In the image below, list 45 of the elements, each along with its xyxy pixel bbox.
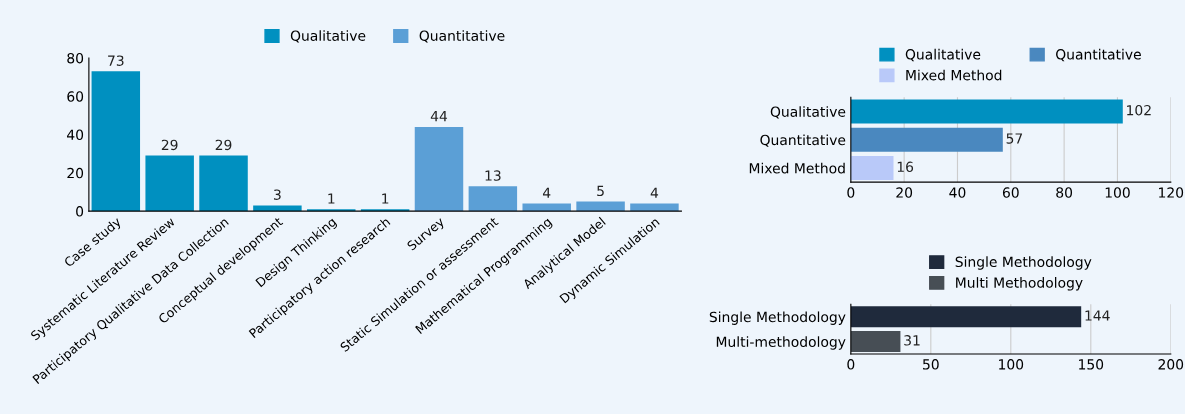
data-label: 3: [274, 189, 281, 200]
y-tick-label: Quantitative: [760, 134, 846, 147]
data-label: 4: [650, 187, 659, 198]
y-tick-label: 0: [76, 206, 84, 217]
x-tick-label: 120: [1159, 187, 1184, 198]
data-label: 73: [108, 55, 124, 66]
x-tick-label: 100: [1105, 187, 1130, 198]
legend-label: Multi Methodology: [956, 277, 1083, 291]
x-tick-label: 40: [949, 187, 966, 198]
y-tick-label: Single Methodology: [709, 311, 846, 325]
x-tick-label: 20: [896, 187, 913, 198]
y-tick-label: Mixed Method: [749, 162, 845, 174]
x-tick-label: 0: [847, 359, 855, 370]
x-tick-label: 80: [1056, 187, 1073, 198]
y-tick-label: 80: [67, 52, 84, 64]
data-label: 13: [485, 170, 501, 181]
x-tick-label: 50: [923, 359, 939, 370]
x-tick-label: 60: [1002, 187, 1019, 198]
y-tick-label: 20: [67, 167, 84, 179]
legend-label: Quantitative: [1056, 48, 1141, 62]
legend-label: Qualitative: [905, 48, 981, 62]
data-label: 1: [382, 193, 389, 204]
data-label: 57: [1006, 133, 1023, 144]
legend-label: Mixed Method: [906, 69, 1002, 81]
legend-label: Qualitative: [290, 30, 366, 43]
data-label: 144: [1085, 310, 1110, 321]
x-tick-label: 100: [999, 359, 1024, 370]
data-label: 31: [904, 335, 920, 346]
data-label: 1: [328, 193, 335, 204]
legend-label: Single Methodology: [955, 256, 1092, 270]
data-label: 29: [215, 139, 232, 151]
data-label: 4: [542, 187, 551, 198]
x-tick-label: 150: [1079, 359, 1104, 370]
data-label: 16: [897, 161, 914, 173]
y-tick-label: 40: [67, 129, 84, 141]
y-tick-label: Qualitative: [770, 106, 846, 119]
y-tick-label: 60: [67, 91, 84, 102]
x-tick-label: 0: [847, 187, 855, 198]
data-label: 29: [161, 139, 178, 151]
x-tick-label: 200: [1158, 359, 1184, 370]
legend-label: Quantitative: [419, 30, 505, 43]
y-tick-label: Multi-methodology: [716, 336, 846, 350]
data-label: 5: [597, 185, 604, 197]
data-label: 44: [430, 111, 448, 122]
data-label: 102: [1127, 104, 1151, 116]
